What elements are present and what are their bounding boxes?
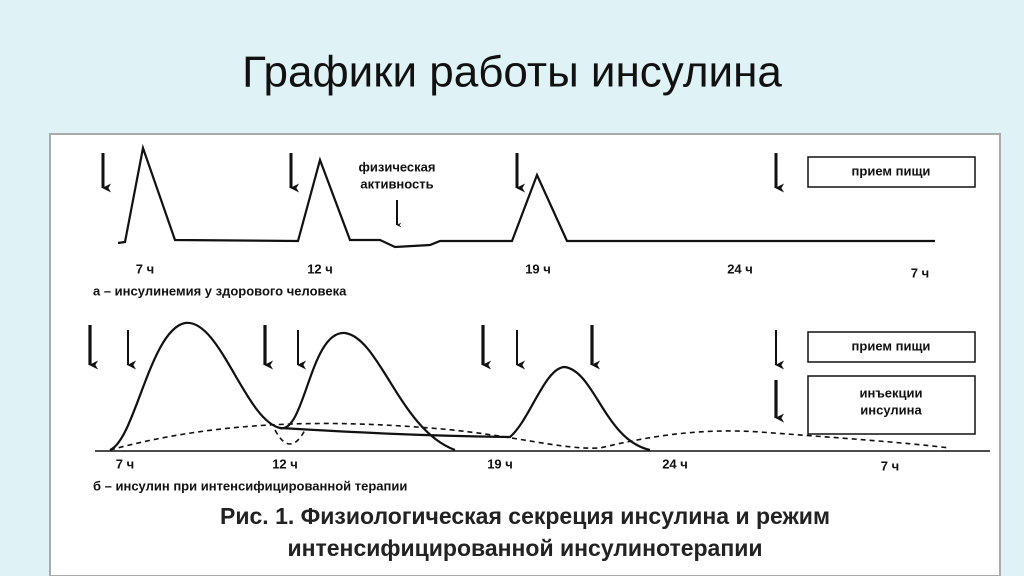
activity-label: физическая: [359, 159, 436, 174]
panel-caption: а – инсулинемия у здорового человека: [93, 283, 347, 298]
legend-box: [807, 375, 976, 435]
legend-label: инсулина: [860, 402, 922, 417]
figure-caption: Рис. 1. Физиологическая секреция инсулин…: [220, 503, 830, 529]
legend-box: [807, 156, 976, 188]
time-label: 24 ч: [727, 261, 753, 276]
basal-dip: [274, 429, 306, 445]
legend-label: прием пищи: [852, 163, 931, 178]
meal-arrows: [127, 330, 785, 370]
panel-a: физическая активность прием пищи 7 ч 12 …: [93, 143, 976, 298]
insulin-curve: [117, 143, 935, 249]
injection-curve: [279, 365, 651, 452]
meal-arrows: [101, 153, 785, 193]
slide-title: Графики работы инсулина: [242, 48, 782, 97]
time-label: 19 ч: [487, 456, 513, 471]
time-label: 7 ч: [881, 458, 899, 473]
injection-arrows: [88, 325, 785, 423]
basal-curve: [109, 422, 951, 451]
time-label: 7 ч: [911, 265, 929, 280]
time-label: 12 ч: [272, 456, 298, 471]
time-label: 24 ч: [662, 456, 688, 471]
legend-label: прием пищи: [852, 338, 931, 353]
injection-curve: [109, 321, 456, 452]
activity-label: активность: [360, 176, 433, 191]
time-label: 19 ч: [525, 261, 551, 276]
time-label: 12 ч: [307, 261, 333, 276]
time-label: 7 ч: [136, 261, 154, 276]
legend-label: инъекции: [859, 385, 922, 400]
legend-box: [807, 331, 976, 363]
figure-caption: интенсифицированной инсулинотерапии: [287, 535, 762, 561]
time-label: 7 ч: [116, 456, 134, 471]
panel-caption: б – инсулин при интенсифицированной тера…: [93, 478, 407, 493]
panel-b: прием пищи инъекции инсулина 7 ч 12 ч 19…: [88, 321, 990, 493]
